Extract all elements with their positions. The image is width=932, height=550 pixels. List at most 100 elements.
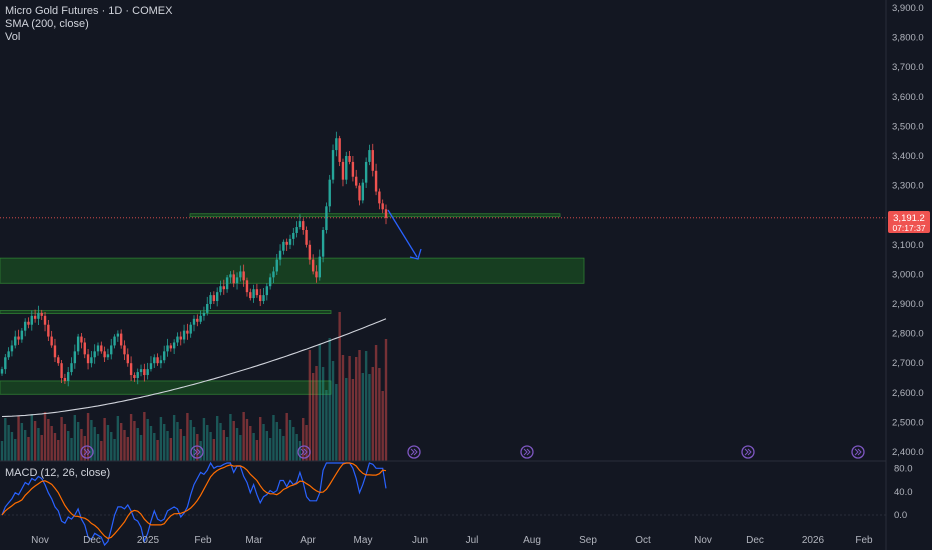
volume-bar [288, 420, 292, 461]
candle-body [232, 274, 235, 284]
candle-body [338, 138, 341, 162]
volume-bar [33, 421, 37, 461]
volume-bar [116, 416, 120, 461]
volume-bar [133, 421, 136, 461]
macd-axis: 80.0 40.0 0.0 [894, 464, 913, 521]
event-marker-icon[interactable] [407, 445, 421, 459]
volume-bar [143, 412, 146, 461]
candle-body [255, 289, 259, 296]
volume-bar [219, 423, 222, 461]
candle-body [136, 372, 139, 378]
candle-body [76, 336, 80, 352]
time-tick-label: Jul [466, 535, 479, 546]
volume-bar [302, 418, 305, 461]
volume-bar [345, 378, 348, 461]
projection-arrow [387, 209, 422, 260]
volume-bar [53, 433, 57, 461]
vol-legend[interactable]: Vol [5, 31, 21, 43]
volume-bar [229, 414, 232, 461]
candle-body [212, 295, 216, 302]
event-marker-icon[interactable] [297, 445, 311, 459]
volume-bar [179, 429, 182, 461]
volume-bar [305, 425, 308, 461]
macd-pane [0, 461, 886, 547]
price-axis[interactable]: 3,900.0 3,800.0 3,700.0 3,600.0 3,500.0 3,400… [892, 3, 924, 458]
candle-body [331, 150, 335, 180]
candle-body [328, 179, 331, 207]
candle-body [182, 330, 186, 340]
volume-bar [103, 418, 106, 461]
candle-body [189, 324, 192, 334]
macd-tick-label: 0.0 [894, 510, 907, 521]
volume-bar [76, 422, 80, 461]
candle-body [278, 250, 282, 260]
volume-bar [338, 312, 341, 461]
candle-body [123, 345, 126, 355]
volume-bar [265, 431, 269, 461]
time-tick-label: Apr [300, 535, 316, 546]
candle-body [325, 206, 328, 230]
event-marker-icon[interactable] [190, 445, 204, 459]
volume-bar [268, 438, 272, 461]
candle-body [295, 227, 298, 233]
volume-bar [321, 367, 325, 461]
time-tick-label: 2026 [802, 535, 825, 546]
event-marker-icon[interactable] [520, 445, 534, 459]
volume-bar [212, 439, 216, 461]
candle-body [285, 241, 288, 245]
candle-body [113, 336, 116, 346]
candle-body [93, 351, 96, 358]
candle-body [53, 345, 57, 358]
symbol-title[interactable]: Micro Gold Futures · 1D · COMEX [5, 5, 173, 17]
volume-bar [129, 414, 133, 461]
volume-bar [73, 415, 77, 461]
volume-bar [27, 437, 30, 461]
candle-body [229, 274, 232, 278]
time-axis[interactable]: Nov Dec 2025 Feb Mar Apr May Jun Jul Aug Sep Oct Nov… [31, 535, 873, 546]
candle-body [315, 271, 318, 278]
candle-body [252, 289, 255, 299]
volume-bar [169, 438, 173, 461]
volume-bar [328, 338, 331, 461]
candle-body [146, 369, 149, 376]
event-circle [297, 445, 311, 459]
event-marker-icon[interactable] [741, 445, 755, 459]
time-tick-label: Feb [194, 535, 212, 546]
bar-countdown: 07:17:37 [892, 223, 925, 233]
volume-bar [43, 412, 47, 461]
time-tick-label: Oct [635, 535, 651, 546]
last-price-badge: 3,191.2 07:17:37 [888, 211, 930, 233]
price-tick-label: 2,700.0 [892, 358, 924, 369]
sma-legend[interactable]: SMA (200, close) [5, 18, 89, 30]
time-tick-label: Feb [855, 535, 873, 546]
candle-body [10, 345, 14, 352]
volume-bar [275, 422, 278, 461]
candle-body [219, 286, 222, 293]
candle-body [308, 244, 312, 260]
event-marker-icon[interactable] [851, 445, 865, 459]
candle-body [384, 209, 388, 218]
volume-bar [67, 431, 70, 461]
candle-body [371, 150, 374, 171]
candle-body [126, 354, 129, 364]
candle-body [368, 150, 371, 162]
candle-body [381, 203, 384, 210]
candle-body [83, 342, 86, 355]
volume-bar [315, 366, 318, 461]
event-marker-icon[interactable] [80, 445, 94, 459]
volume-bar [40, 435, 43, 461]
macd-legend[interactable]: MACD (12, 26, close) [5, 467, 111, 479]
candle-body [302, 221, 305, 230]
volume-bar [96, 434, 100, 461]
candle-body [272, 271, 275, 278]
support-zones [0, 213, 585, 395]
event-circle [190, 445, 204, 459]
price-tick-label: 2,500.0 [892, 417, 924, 428]
candle-body [67, 372, 70, 381]
candle-body [43, 315, 47, 325]
volume-bar [63, 424, 67, 461]
candle-body [361, 182, 365, 201]
candle-body [116, 333, 120, 337]
candle-body [20, 330, 24, 340]
